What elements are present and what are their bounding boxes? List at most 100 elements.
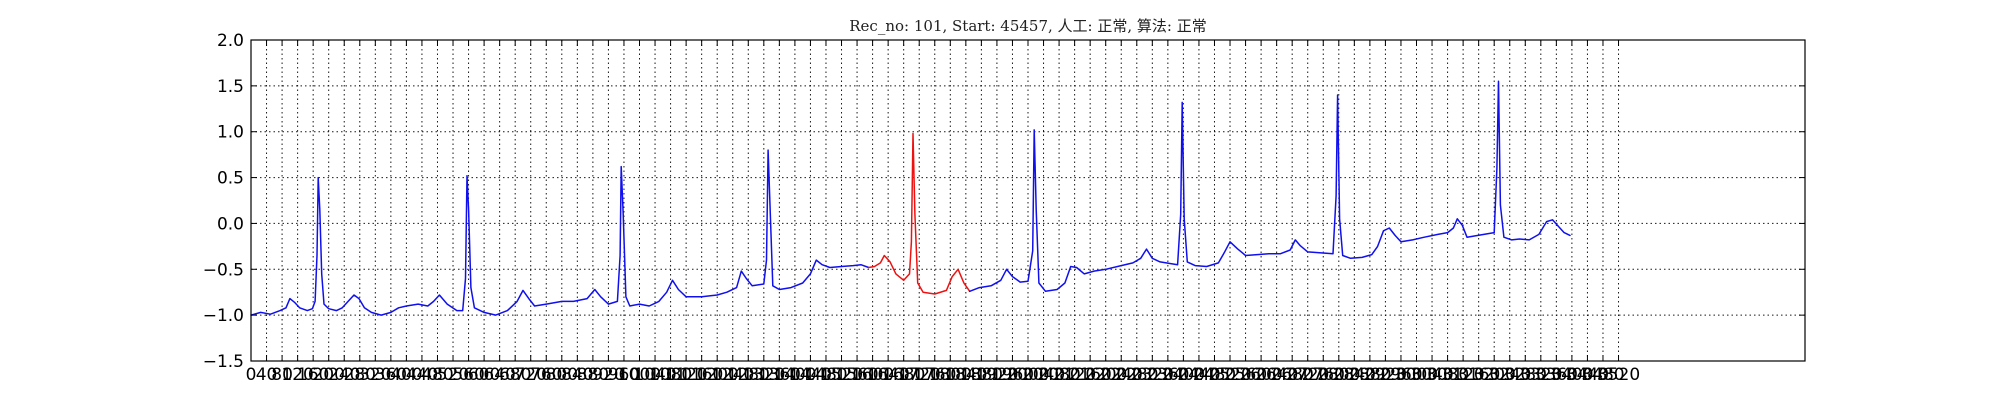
x-tick-label: 680	[499, 365, 531, 385]
x-tick-label: 1720	[898, 365, 941, 385]
y-tick-label: −1.5	[203, 352, 244, 372]
x-tick-label: 360	[375, 365, 407, 385]
x-tick-label: 240	[328, 365, 360, 385]
plot-lines	[250, 80, 1571, 316]
x-tick-label: 2640	[1255, 365, 1298, 385]
x-tick-label: 320	[359, 365, 391, 385]
x-tick-label: 1200	[696, 365, 739, 385]
x-tick-label: 2000	[1006, 365, 1049, 385]
x-tick-label: 1120	[664, 365, 707, 385]
x-tick-label: 2360	[1146, 365, 1189, 385]
x-tick-label: 0	[246, 365, 257, 385]
x-tick-label: 1040	[633, 365, 676, 385]
x-tick-label: 1760	[913, 365, 956, 385]
x-tick-label: 280	[344, 365, 376, 385]
x-tick-label: 1520	[820, 365, 863, 385]
ecg-series-3-normal	[968, 80, 1571, 293]
x-tick-label: 2240	[1100, 365, 1143, 385]
x-tick-label: 1000	[618, 365, 661, 385]
x-tick-label: 1920	[975, 365, 1018, 385]
axis-ticks	[250, 39, 1805, 362]
x-tick-label: 2960	[1379, 365, 1422, 385]
y-tick-label: −0.5	[203, 260, 244, 280]
x-tick-label: 880	[577, 365, 609, 385]
x-tick-label: 2760	[1302, 365, 1345, 385]
x-tick-label: 3440	[1566, 365, 1609, 385]
x-tick-label: 1960	[991, 365, 1034, 385]
x-tick-label: 2040	[1022, 365, 1065, 385]
x-tick-label: 1160	[680, 365, 723, 385]
x-tick-label: 640	[483, 365, 515, 385]
x-tick-label: 560	[452, 365, 484, 385]
x-tick-label: 2680	[1271, 365, 1314, 385]
x-tick-label: 2800	[1317, 365, 1360, 385]
x-tick-label: 2480	[1193, 365, 1236, 385]
x-tick-label: 1360	[758, 365, 801, 385]
x-tick-label: 2560	[1224, 365, 1267, 385]
x-tick-label: 3320	[1519, 365, 1562, 385]
y-tick-label: 0.5	[217, 169, 244, 189]
x-tick-label: 480	[421, 365, 453, 385]
x-tick-label: 120	[281, 365, 313, 385]
x-tick-label: 1600	[851, 365, 894, 385]
x-tick-label: 2080	[1037, 365, 1080, 385]
x-tick-label: 2600	[1239, 365, 1282, 385]
x-tick-label: 1480	[804, 365, 847, 385]
ecg-series-2-highlight	[867, 132, 971, 295]
x-tick-label: 3480	[1581, 365, 1624, 385]
x-tick-label: 3520	[1597, 365, 1640, 385]
x-tick-label: 600	[468, 365, 500, 385]
x-tick-label: 3240	[1488, 365, 1531, 385]
y-tick-label: −1.0	[203, 306, 244, 326]
x-tick-label: 520	[437, 365, 469, 385]
x-tick-label: 3160	[1457, 365, 1500, 385]
x-tick-label: 800	[546, 365, 578, 385]
x-tick-label: 2440	[1177, 365, 1220, 385]
x-tick-label: 3200	[1473, 365, 1516, 385]
x-tick-label: 3360	[1535, 365, 1578, 385]
x-tick-label: 2160	[1069, 365, 1112, 385]
x-tick-label: 760	[530, 365, 562, 385]
x-tick-label: 2400	[1162, 365, 1205, 385]
x-tick-label: 1840	[944, 365, 987, 385]
x-tick-label: 960	[608, 365, 640, 385]
ecg-series-1-normal	[250, 149, 870, 316]
x-tick-label: 2840	[1333, 365, 1376, 385]
x-tick-label: 2720	[1286, 365, 1329, 385]
x-tick-label: 3400	[1550, 365, 1593, 385]
x-tick-label: 1400	[773, 365, 816, 385]
x-tick-label: 720	[514, 365, 546, 385]
x-tick-label: 1640	[867, 365, 910, 385]
x-axis-tick-labels: 0 408012016020024028032036040044048052056…	[246, 365, 1641, 385]
y-tick-label: 1.0	[217, 123, 244, 143]
x-tick-label: 160	[297, 365, 329, 385]
y-tick-label: 2.0	[217, 31, 244, 51]
y-tick-label: 0.0	[217, 214, 244, 234]
chart-title: Rec_no: 101, Start: 45457, 人工: 正常, 算法: 正…	[849, 17, 1206, 35]
x-tick-label: 920	[592, 365, 624, 385]
x-tick-label: 1880	[960, 365, 1003, 385]
x-tick-label: 1800	[929, 365, 972, 385]
x-tick-label: 1240	[711, 365, 754, 385]
x-tick-label: 3040	[1410, 365, 1453, 385]
x-tick-label: 2120	[1053, 365, 1096, 385]
x-tick-label: 40	[256, 365, 278, 385]
x-tick-label: 1680	[882, 365, 925, 385]
x-tick-label: 1280	[727, 365, 770, 385]
x-tick-label: 3000	[1395, 365, 1438, 385]
x-tick-label: 840	[561, 365, 593, 385]
x-tick-label: 200	[312, 365, 344, 385]
x-tick-label: 2880	[1348, 365, 1391, 385]
x-tick-label: 1080	[649, 365, 692, 385]
x-tick-label: 3120	[1441, 365, 1484, 385]
x-tick-label: 400	[390, 365, 422, 385]
x-tick-label: 2520	[1208, 365, 1251, 385]
x-tick-label: 3080	[1426, 365, 1469, 385]
x-tick-label: 1320	[742, 365, 785, 385]
y-axis-tick-labels: −1.5 −1.0 −0.5 0.0 0.5 1.0 1.5 2.0	[203, 31, 244, 372]
x-tick-label: 1440	[789, 365, 832, 385]
x-tick-label: 2280	[1115, 365, 1158, 385]
y-tick-label: 1.5	[217, 77, 244, 97]
x-tick-label: 3280	[1504, 365, 1547, 385]
